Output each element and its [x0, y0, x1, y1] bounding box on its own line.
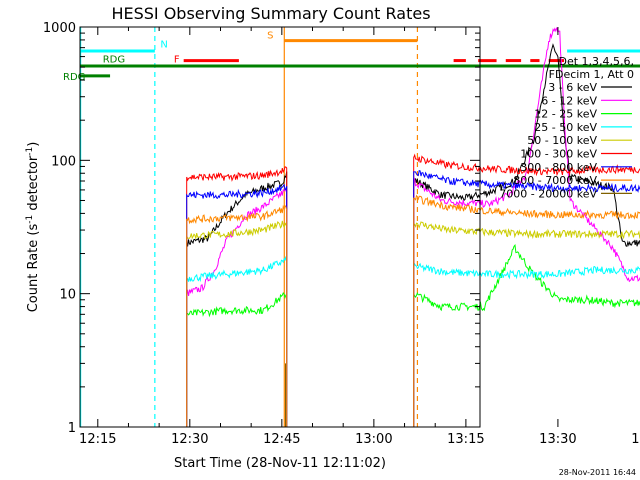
series-5-segment-1: [186, 166, 288, 427]
y-axis-label: Count Rate (s-1 detector-1): [25, 142, 41, 313]
flag-label-n: N: [160, 40, 167, 51]
series-line: [413, 262, 640, 427]
series-line: [413, 27, 640, 427]
x-tick-label: 13:30: [539, 432, 576, 447]
series-line: [186, 171, 288, 427]
legend-label: 100 - 300 keV: [520, 148, 597, 161]
y-tick-label: 100: [51, 154, 76, 169]
instrument-flags: N S F RDG RDG: [63, 27, 640, 427]
series-line: [413, 194, 640, 427]
y-tick-label: 1: [68, 421, 76, 436]
legend-header: Det 1,3,4,5,6,: [558, 55, 634, 68]
series-0-segment-1: [186, 171, 288, 427]
series-5-segment-2: [413, 153, 640, 427]
legend-label: 50 - 100 keV: [527, 134, 597, 147]
x-tick-label: 12:15: [79, 432, 116, 447]
series-7-segment-1: [186, 204, 288, 427]
series-layer: [186, 27, 640, 427]
y-axis-label-sup2: -1: [25, 147, 35, 156]
legend-label: 800 - 7000 keV: [513, 174, 597, 187]
series-2-segment-2: [413, 243, 640, 427]
series-line: [413, 153, 640, 427]
series-1-segment-1: [186, 187, 288, 427]
legend-label: 12 - 25 keV: [534, 108, 597, 121]
series-4-segment-1: [186, 220, 288, 427]
series-line: [413, 221, 640, 427]
footer-timestamp: 28-Nov-2011 16:44: [559, 468, 636, 477]
plot-frame: [79, 26, 481, 428]
series-line: [186, 220, 288, 427]
y-tick-label: 10: [59, 288, 76, 303]
series-line: [186, 291, 288, 427]
series-line: [413, 243, 640, 427]
legend-label: 7000 - 20000 keV: [499, 187, 597, 200]
series-line: [413, 169, 640, 427]
x-tick-label: 13:15: [447, 432, 484, 447]
flag-label-s: S: [267, 30, 273, 41]
y-tick-label: 1000: [43, 21, 76, 36]
x-tick-label: 13:00: [355, 432, 392, 447]
series-7-segment-2: [413, 194, 640, 427]
series-3-segment-2: [413, 262, 640, 427]
x-tick-label: 13:45: [631, 432, 640, 447]
series-line: [186, 166, 288, 427]
legend-label: 3 - 6 keV: [548, 81, 597, 94]
legend-label: 300 - 800 keV: [520, 161, 597, 174]
series-2-segment-1: [186, 291, 288, 427]
y-axis-label-end: ): [26, 142, 41, 147]
series-line: [186, 256, 288, 427]
legend: Det 1,3,4,5,6,FDecim 1, Att 03 - 6 keV6 …: [499, 55, 634, 200]
flag-label-rdg-low: RDG: [63, 72, 85, 83]
flag-label-rdg: RDG: [103, 55, 125, 66]
y-axis-label-mid: detector: [26, 155, 41, 215]
legend-label: 25 - 50 keV: [534, 121, 597, 134]
x-tick-label: 12:45: [263, 432, 300, 447]
y-axis-label-sup1: -1: [25, 215, 35, 224]
x-tick-label: 12:30: [171, 432, 208, 447]
series-1-segment-2: [413, 27, 640, 427]
series-line: [413, 43, 640, 427]
series-3-segment-1: [186, 256, 288, 427]
y-axis-label-main: Count Rate (s: [26, 224, 41, 313]
legend-header: FDecim 1, Att 0: [549, 68, 634, 81]
series-6-segment-2: [413, 169, 640, 427]
chart-title: HESSI Observing Summary Count Rates: [111, 4, 430, 23]
series-0-segment-2: [413, 43, 640, 427]
series-4-segment-2: [413, 221, 640, 427]
series-line: [186, 204, 288, 427]
axes: 12:15 12:30 12:45 13:00 13:15 13:30 13:45 1 10 10…: [43, 21, 640, 447]
series-6-segment-1: [186, 183, 288, 427]
x-axis-label: Start Time (28-Nov-11 12:11:02): [174, 456, 386, 471]
series-line: [186, 183, 288, 427]
series-line: [186, 187, 288, 427]
flag-label-f: F: [174, 55, 180, 66]
legend-label: 6 - 12 keV: [541, 94, 597, 107]
